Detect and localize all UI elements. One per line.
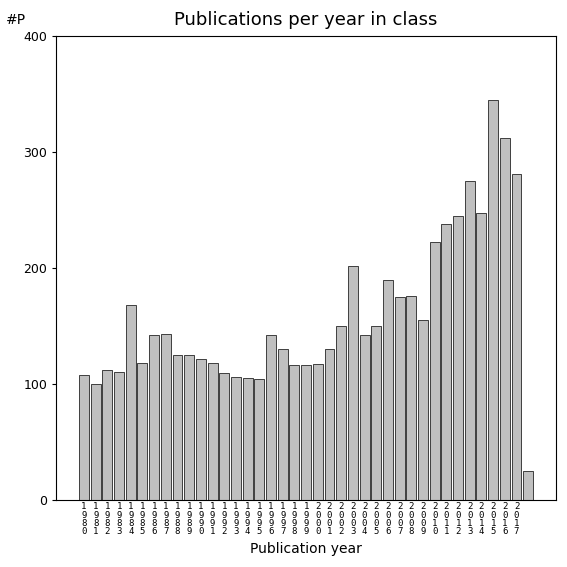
Bar (324, 349, 335, 500)
Bar (301, 365, 311, 500)
Bar (418, 320, 428, 500)
Bar (336, 326, 346, 500)
Bar (172, 355, 183, 500)
Bar (208, 363, 218, 500)
Bar (348, 265, 358, 500)
Bar (161, 334, 171, 500)
Bar (371, 326, 381, 500)
Bar (79, 375, 89, 500)
Y-axis label: #P: #P (6, 13, 27, 27)
Bar (219, 374, 229, 500)
Bar (453, 216, 463, 500)
Bar (500, 138, 510, 500)
Bar (465, 181, 475, 500)
Bar (278, 349, 287, 500)
Bar (523, 471, 533, 500)
Bar (407, 296, 416, 500)
Bar (196, 359, 206, 500)
Title: Publications per year in class: Publications per year in class (175, 11, 438, 29)
Bar (103, 370, 112, 500)
Bar (149, 335, 159, 500)
Bar (488, 100, 498, 500)
Bar (231, 377, 241, 500)
Bar (442, 224, 451, 500)
Bar (114, 372, 124, 500)
Bar (359, 335, 370, 500)
Bar (243, 378, 253, 500)
Bar (126, 305, 136, 500)
Bar (266, 335, 276, 500)
Bar (395, 297, 405, 500)
Bar (91, 384, 101, 500)
Bar (255, 379, 264, 500)
Bar (430, 243, 439, 500)
Bar (289, 365, 299, 500)
Bar (184, 355, 194, 500)
Bar (476, 214, 486, 500)
Bar (383, 280, 393, 500)
Bar (137, 363, 147, 500)
Bar (511, 174, 522, 500)
X-axis label: Publication year: Publication year (250, 542, 362, 556)
Bar (313, 364, 323, 500)
